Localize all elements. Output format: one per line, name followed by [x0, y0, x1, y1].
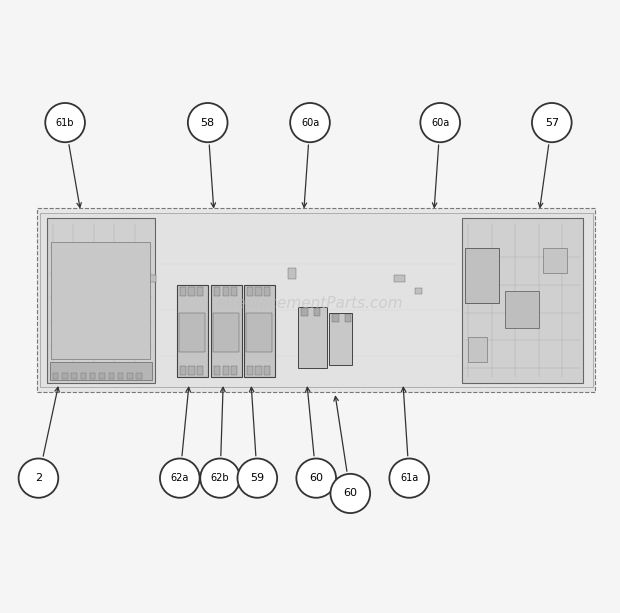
Circle shape [45, 103, 85, 142]
Bar [465, 248, 499, 303]
Bar [264, 287, 270, 296]
Text: 60a: 60a [431, 118, 450, 128]
Bar [149, 275, 156, 282]
Bar [180, 287, 186, 296]
Text: 62b: 62b [211, 473, 229, 483]
Circle shape [296, 459, 336, 498]
Circle shape [237, 459, 277, 498]
Bar [197, 366, 203, 375]
Bar [345, 314, 351, 322]
Bar [231, 366, 237, 375]
Bar [332, 314, 339, 322]
Bar [255, 366, 262, 375]
Bar [90, 373, 95, 379]
Bar [177, 285, 208, 377]
Bar [264, 366, 270, 375]
Bar [288, 268, 296, 279]
Bar [468, 337, 487, 362]
Bar [127, 373, 133, 379]
Bar [542, 248, 567, 273]
Circle shape [389, 459, 429, 498]
Bar [71, 373, 77, 379]
Bar [51, 242, 150, 359]
Bar [314, 308, 320, 316]
Bar [136, 373, 142, 379]
Circle shape [19, 459, 58, 498]
Bar [247, 287, 253, 296]
Bar [247, 366, 253, 375]
Text: 58: 58 [201, 118, 215, 128]
Text: 2: 2 [35, 473, 42, 483]
Text: 62a: 62a [170, 473, 189, 483]
Bar [108, 373, 114, 379]
Bar [231, 287, 237, 296]
Circle shape [420, 103, 460, 142]
Bar [211, 285, 242, 377]
Bar [62, 373, 68, 379]
Text: 61b: 61b [56, 118, 74, 128]
Circle shape [200, 459, 240, 498]
Text: 61a: 61a [400, 473, 419, 483]
Bar [214, 366, 220, 375]
Bar [81, 373, 86, 379]
Bar [213, 313, 239, 352]
Bar [298, 306, 327, 368]
FancyBboxPatch shape [37, 208, 595, 392]
Bar [180, 366, 186, 375]
Circle shape [188, 103, 228, 142]
Bar [505, 291, 539, 328]
Bar [246, 313, 272, 352]
Bar [197, 287, 203, 296]
Bar [188, 366, 195, 375]
Bar [46, 218, 155, 383]
Bar [179, 313, 205, 352]
Bar [329, 313, 352, 365]
Text: 60a: 60a [301, 118, 319, 128]
Text: 60: 60 [343, 489, 357, 498]
Circle shape [290, 103, 330, 142]
Bar [50, 362, 152, 380]
Bar [99, 373, 105, 379]
Text: eReplacementParts.com: eReplacementParts.com [216, 296, 404, 311]
Text: 60: 60 [309, 473, 323, 483]
Bar [214, 287, 220, 296]
Circle shape [330, 474, 370, 513]
Circle shape [160, 459, 200, 498]
Bar [244, 285, 275, 377]
Text: 57: 57 [545, 118, 559, 128]
Bar [223, 366, 229, 375]
Bar [255, 287, 262, 296]
Text: 59: 59 [250, 473, 264, 483]
Bar [394, 275, 405, 282]
Bar [301, 308, 308, 316]
Circle shape [532, 103, 572, 142]
Bar [188, 287, 195, 296]
Bar [462, 218, 583, 383]
FancyBboxPatch shape [40, 213, 593, 387]
Bar [223, 287, 229, 296]
Bar [53, 373, 58, 379]
Bar [415, 288, 422, 294]
Bar [118, 373, 123, 379]
